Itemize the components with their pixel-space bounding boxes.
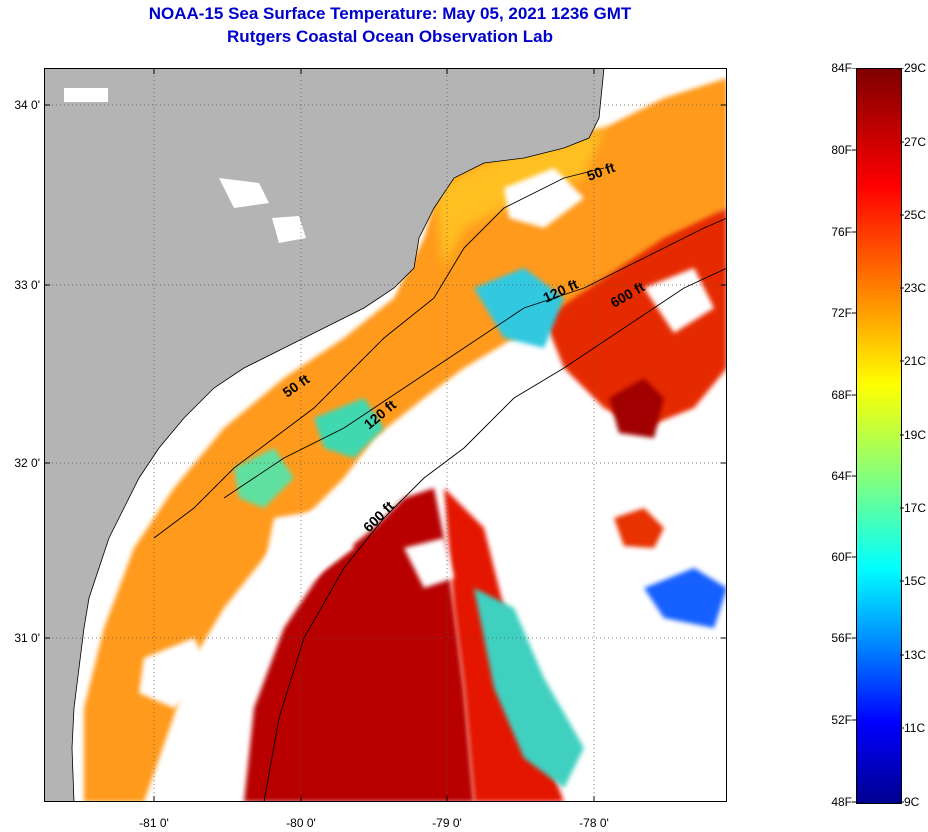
land (43, 67, 605, 803)
colorbar-c-label: 29C (904, 61, 927, 75)
colorbar-c-label: 9C (904, 795, 920, 809)
cloud-patch-4 (404, 538, 454, 588)
cloud-patch-3 (504, 168, 584, 228)
colorbar-c-label: 19C (904, 428, 927, 442)
colorbar-c-label: 13C (904, 648, 927, 662)
land-artifact (219, 178, 269, 208)
colorbar-f-label: 64F (831, 469, 852, 483)
colorbar-f-label: 68F (831, 388, 852, 402)
cloud-patch-1 (264, 508, 354, 578)
colorbar-f-label: 48F (831, 795, 852, 809)
cloud-patch-2 (139, 638, 214, 708)
colorbar-f-label: 72F (831, 306, 852, 320)
sst-cold-cyan-2 (474, 268, 564, 348)
land-artifact (64, 88, 108, 102)
colorbar-ticks (852, 68, 904, 803)
axis-ticks (44, 68, 727, 802)
sst-map-canvas: 50 ft 120 ft 600 ft 50 ft 120 ft 600 ft (43, 67, 728, 803)
lon-label-79: -79 0' (432, 816, 462, 830)
colorbar-c-label: 23C (904, 281, 927, 295)
colorbar-f-label: 80F (831, 143, 852, 157)
lon-label-78: -78 0' (579, 816, 609, 830)
colorbar-c-label: 27C (904, 135, 927, 149)
chart-title: NOAA-15 Sea Surface Temperature: May 05,… (148, 4, 632, 23)
lon-label-81: -81 0' (139, 816, 169, 830)
sst-offshore-darkred (609, 378, 664, 438)
colorbar-c-label: 21C (904, 354, 927, 368)
colorbar-c-label: 15C (904, 574, 927, 588)
colorbar-c-label: 17C (904, 501, 927, 515)
lat-label-33: 33 0' (14, 278, 40, 292)
sst-map: 50 ft 120 ft 600 ft 50 ft 120 ft 600 ft (43, 67, 728, 803)
sst-cold-blue (644, 568, 727, 628)
temperature-colorbar (856, 68, 902, 804)
lat-label-34: 34 0' (14, 98, 40, 112)
lat-label-32: 32 0' (14, 456, 40, 470)
lon-label-80: -80 0' (286, 816, 316, 830)
colorbar-f-label: 76F (831, 225, 852, 239)
depth-contours (153, 167, 728, 803)
sst-eddy-red (614, 508, 664, 548)
sst-offshore-red (544, 208, 727, 428)
colorbar-c-label: 25C (904, 208, 927, 222)
colorbar-c-label: 11C (904, 721, 926, 735)
land-artifact (272, 216, 306, 243)
colorbar-f-label: 60F (831, 550, 852, 564)
sst-cold-cyan-3 (474, 588, 584, 788)
map-frame (44, 68, 727, 802)
cloud-patch-5 (644, 268, 714, 333)
sst-shelf-orange (84, 78, 727, 802)
colorbar-f-label: 56F (831, 631, 852, 645)
colorbar-f-label: 52F (831, 713, 852, 727)
lat-label-31: 31 0' (14, 631, 40, 645)
colorbar-f-label: 84F (831, 61, 852, 75)
chart-subtitle: Rutgers Coastal Ocean Observation Lab (227, 27, 553, 46)
